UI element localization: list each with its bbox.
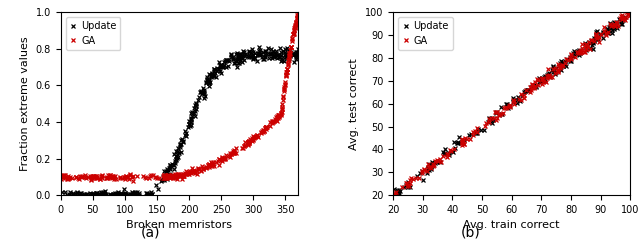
GA (390, 192, 397, 195)
GA (626, 11, 634, 14)
Line: Update: Update (61, 45, 300, 197)
GA (279, 98, 287, 101)
GA (408, 176, 415, 179)
Update (294, 48, 301, 51)
Update (626, 11, 634, 14)
Y-axis label: Fraction extreme values: Fraction extreme values (20, 36, 30, 171)
GA (621, 18, 629, 21)
GA (179, 174, 187, 177)
Update (416, 172, 424, 174)
Update (445, 153, 452, 156)
Line: Update: Update (392, 10, 632, 195)
Update (255, 45, 263, 48)
Update (473, 132, 481, 134)
Text: (b): (b) (461, 226, 480, 240)
Text: (a): (a) (141, 226, 160, 240)
Update (404, 185, 412, 188)
Legend: Update, GA: Update, GA (66, 17, 120, 50)
Update (181, 133, 189, 136)
Update (241, 54, 248, 57)
Y-axis label: Avg. test correct: Avg. test correct (349, 58, 360, 150)
Update (272, 50, 280, 53)
Update (396, 192, 403, 195)
GA (283, 68, 291, 71)
GA (294, 11, 302, 14)
GA (391, 194, 399, 197)
Update (261, 54, 269, 57)
Update (59, 190, 67, 193)
GA (471, 130, 479, 132)
GA (262, 125, 270, 128)
GA (129, 179, 137, 182)
GA (616, 17, 624, 20)
Legend: Update, GA: Update, GA (398, 17, 452, 50)
Line: GA: GA (59, 10, 300, 182)
Update (108, 194, 116, 197)
Update (121, 193, 129, 196)
X-axis label: Avg. train correct: Avg. train correct (463, 221, 560, 231)
Update (184, 126, 192, 129)
GA (623, 11, 631, 14)
GA (180, 173, 188, 176)
GA (109, 174, 117, 177)
X-axis label: Broken memristors: Broken memristors (127, 221, 232, 231)
Update (612, 23, 620, 26)
GA (447, 148, 454, 151)
Update (608, 31, 616, 34)
Update (390, 188, 397, 191)
GA (57, 175, 65, 178)
GA (403, 182, 411, 185)
Line: GA: GA (392, 10, 632, 197)
